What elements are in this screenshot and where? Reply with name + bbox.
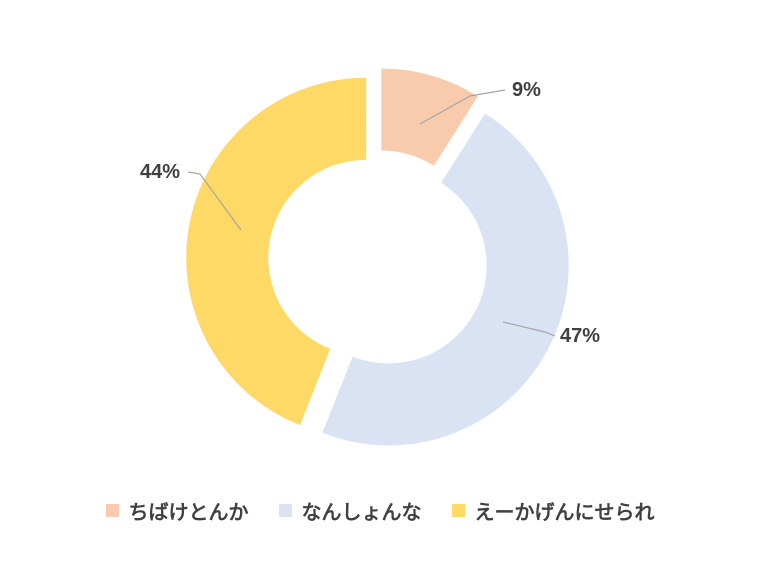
- leader-line-2: [502, 321, 556, 337]
- data-label-1: 9%: [512, 79, 541, 101]
- legend-label-3: えーかげんにせられ: [474, 499, 655, 524]
- slices-group: [186, 68, 569, 446]
- legend-swatch-2: [278, 503, 292, 517]
- slice-1: [381, 68, 478, 166]
- legend-item-1: ちばけとんか: [105, 496, 249, 525]
- legend-label-1: ちばけとんか: [128, 499, 249, 524]
- legend-item-2: なんしょんな: [278, 496, 422, 525]
- legend-swatch-3: [451, 503, 465, 517]
- legend: ちばけとんか なんしょんな えーかげんにせられ: [0, 492, 760, 528]
- leader-lines-group: [187, 89, 556, 337]
- doughnut-chart: 9% 47% 44%: [140, 68, 600, 446]
- leader-line-1: [419, 89, 506, 125]
- slice-2: [322, 113, 569, 446]
- leader-line-3: [187, 171, 242, 231]
- legend-item-3: えーかげんにせられ: [451, 496, 655, 525]
- slice-3: [186, 77, 367, 426]
- data-label-2: 47%: [560, 325, 600, 347]
- legend-label-2: なんしょんな: [301, 499, 422, 524]
- legend-swatch-1: [105, 503, 119, 517]
- data-label-3: 44%: [140, 161, 180, 183]
- data-labels-group: 9% 47% 44%: [140, 79, 600, 347]
